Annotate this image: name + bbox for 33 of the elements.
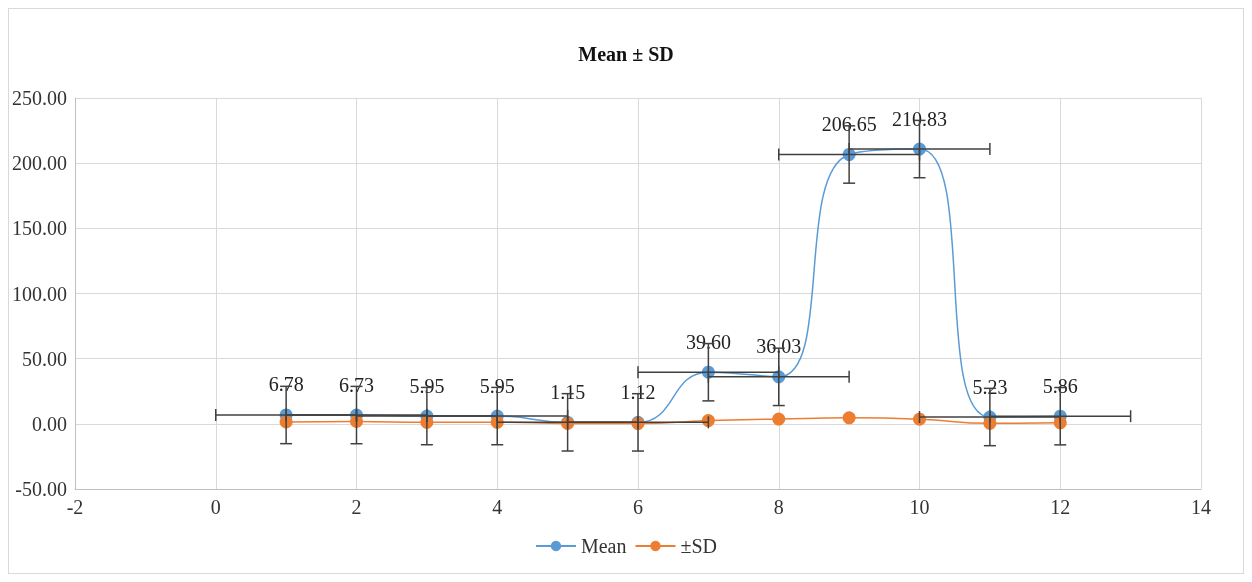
data-label: 1.15	[550, 380, 586, 403]
y-tick-label: 150.00	[12, 217, 67, 240]
x-tick-label: -2	[66, 496, 84, 518]
data-label: 36.03	[756, 335, 802, 358]
data-label: 6.73	[339, 373, 374, 396]
data-label: 1.12	[620, 380, 656, 403]
x-tick-label: 14	[1191, 496, 1211, 518]
x-tick-label: 10	[909, 496, 930, 518]
data-label: 5.95	[409, 374, 445, 397]
point	[772, 412, 786, 426]
data-label: 210.83	[892, 107, 947, 130]
y-tick-label: 200.00	[12, 152, 67, 175]
point	[842, 411, 856, 425]
data-label: 39.60	[685, 330, 731, 353]
data-label: 206.65	[821, 113, 877, 135]
y-tick-label: 50.00	[22, 347, 67, 370]
x-tick-label: 8	[773, 496, 784, 518]
x-tick-label: 4	[492, 496, 503, 518]
data-label: 5.23	[972, 375, 1008, 398]
chart-title: Mean ± SD	[578, 43, 674, 65]
y-tick-label: 100.00	[12, 282, 67, 305]
y-tick-label: 250.00	[12, 87, 67, 109]
legend-label: ±SD	[680, 535, 718, 557]
data-label: 5.95	[479, 374, 515, 397]
x-tick-label: 6	[633, 496, 643, 518]
data-label: 6.78	[268, 373, 304, 396]
x-tick-label: 0	[210, 496, 221, 518]
x-tick-label: 12	[1050, 496, 1071, 518]
legend-label: Mean	[580, 535, 627, 557]
data-label: 5.86	[1042, 374, 1078, 397]
x-tick-label: 2	[351, 496, 362, 518]
y-tick-label: 0.00	[32, 412, 67, 435]
y-tick-label: -50.00	[15, 478, 67, 500]
